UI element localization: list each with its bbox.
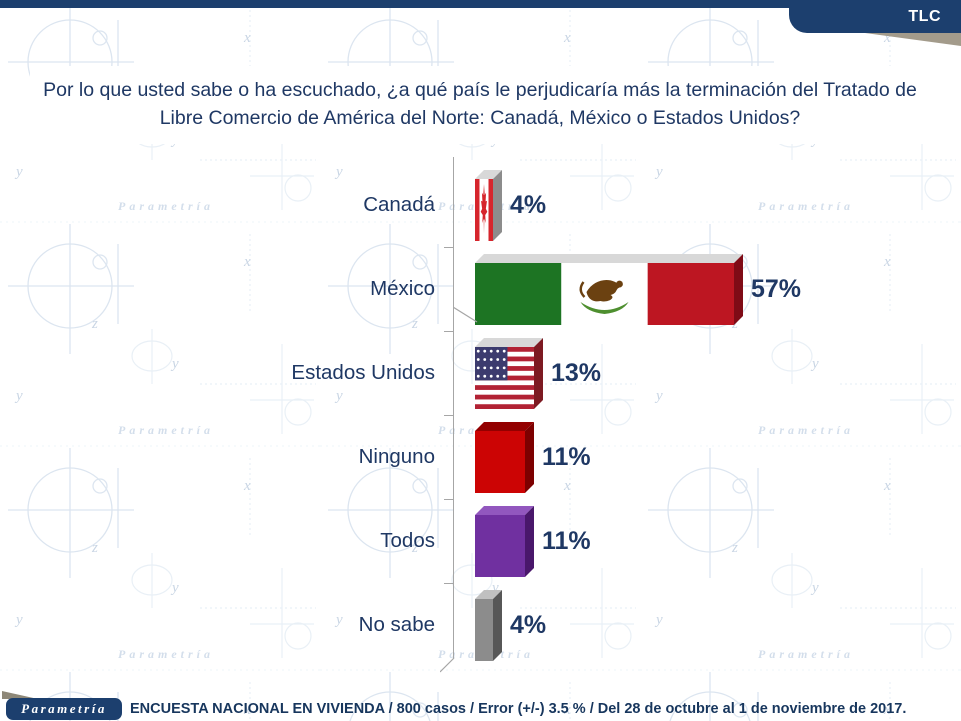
section-tab: TLC [789,0,961,33]
bar-no-sabe: 4% [475,589,547,661]
category-label-mexico: México [370,277,435,300]
axis-tick [444,415,454,416]
chart-row: Ninguno 11% [60,415,940,499]
section-tab-label: TLC [908,7,941,25]
title-panel: Por lo que usted sabe o ha escuchado, ¿a… [30,66,930,144]
value-label-no-sabe: 4% [510,610,547,639]
axis-top-edge [453,306,478,323]
chart-row: México 57% [60,247,940,331]
page-fold-icon [865,33,961,46]
category-label-estados-unidos: Estados Unidos [291,361,435,384]
axis-tick [444,331,454,332]
bar-ninguno: 11% [475,421,591,493]
value-label-canada: 4% [510,190,547,219]
value-label-todos: 11% [542,526,591,555]
axis-tick [444,499,454,500]
value-label-estados-unidos: 13% [551,358,602,387]
parametria-logo-text: Parametría [21,701,107,716]
axis-tick [444,247,454,248]
category-label-no-sabe: No sabe [358,613,435,636]
category-label-todos: Todos [380,529,435,552]
bar-todos: 11% [475,505,591,577]
bar-estados-unidos: 13% [475,337,602,409]
category-label-ninguno: Ninguno [358,445,435,468]
chart-row: Canadá 4% [60,163,940,247]
question-title: Por lo que usted sabe o ha escuchado, ¿a… [43,79,917,129]
axis-tick [444,583,454,584]
chart-row: No sabe 4% [60,583,940,667]
chart-rows: Canadá 4% México 57% Estados Unidos 13% Nin… [60,163,940,667]
bar-chart: Canadá 4% México 57% Estados Unidos 13% Nin… [0,150,961,680]
methodology-note: ENCUESTA NACIONAL EN VIVIENDA / 800 caso… [130,701,907,717]
category-label-canada: Canadá [363,193,435,216]
parametria-logo: Parametría [6,698,122,720]
bar-canada: 4% [475,169,547,241]
bar-mexico: 57% [475,253,802,325]
axis-bottom-edge [440,657,455,673]
chart-row: Estados Unidos 13% [60,331,940,415]
value-label-mexico: 57% [751,274,802,303]
chart-row: Todos 11% [60,499,940,583]
value-label-ninguno: 11% [542,442,591,471]
